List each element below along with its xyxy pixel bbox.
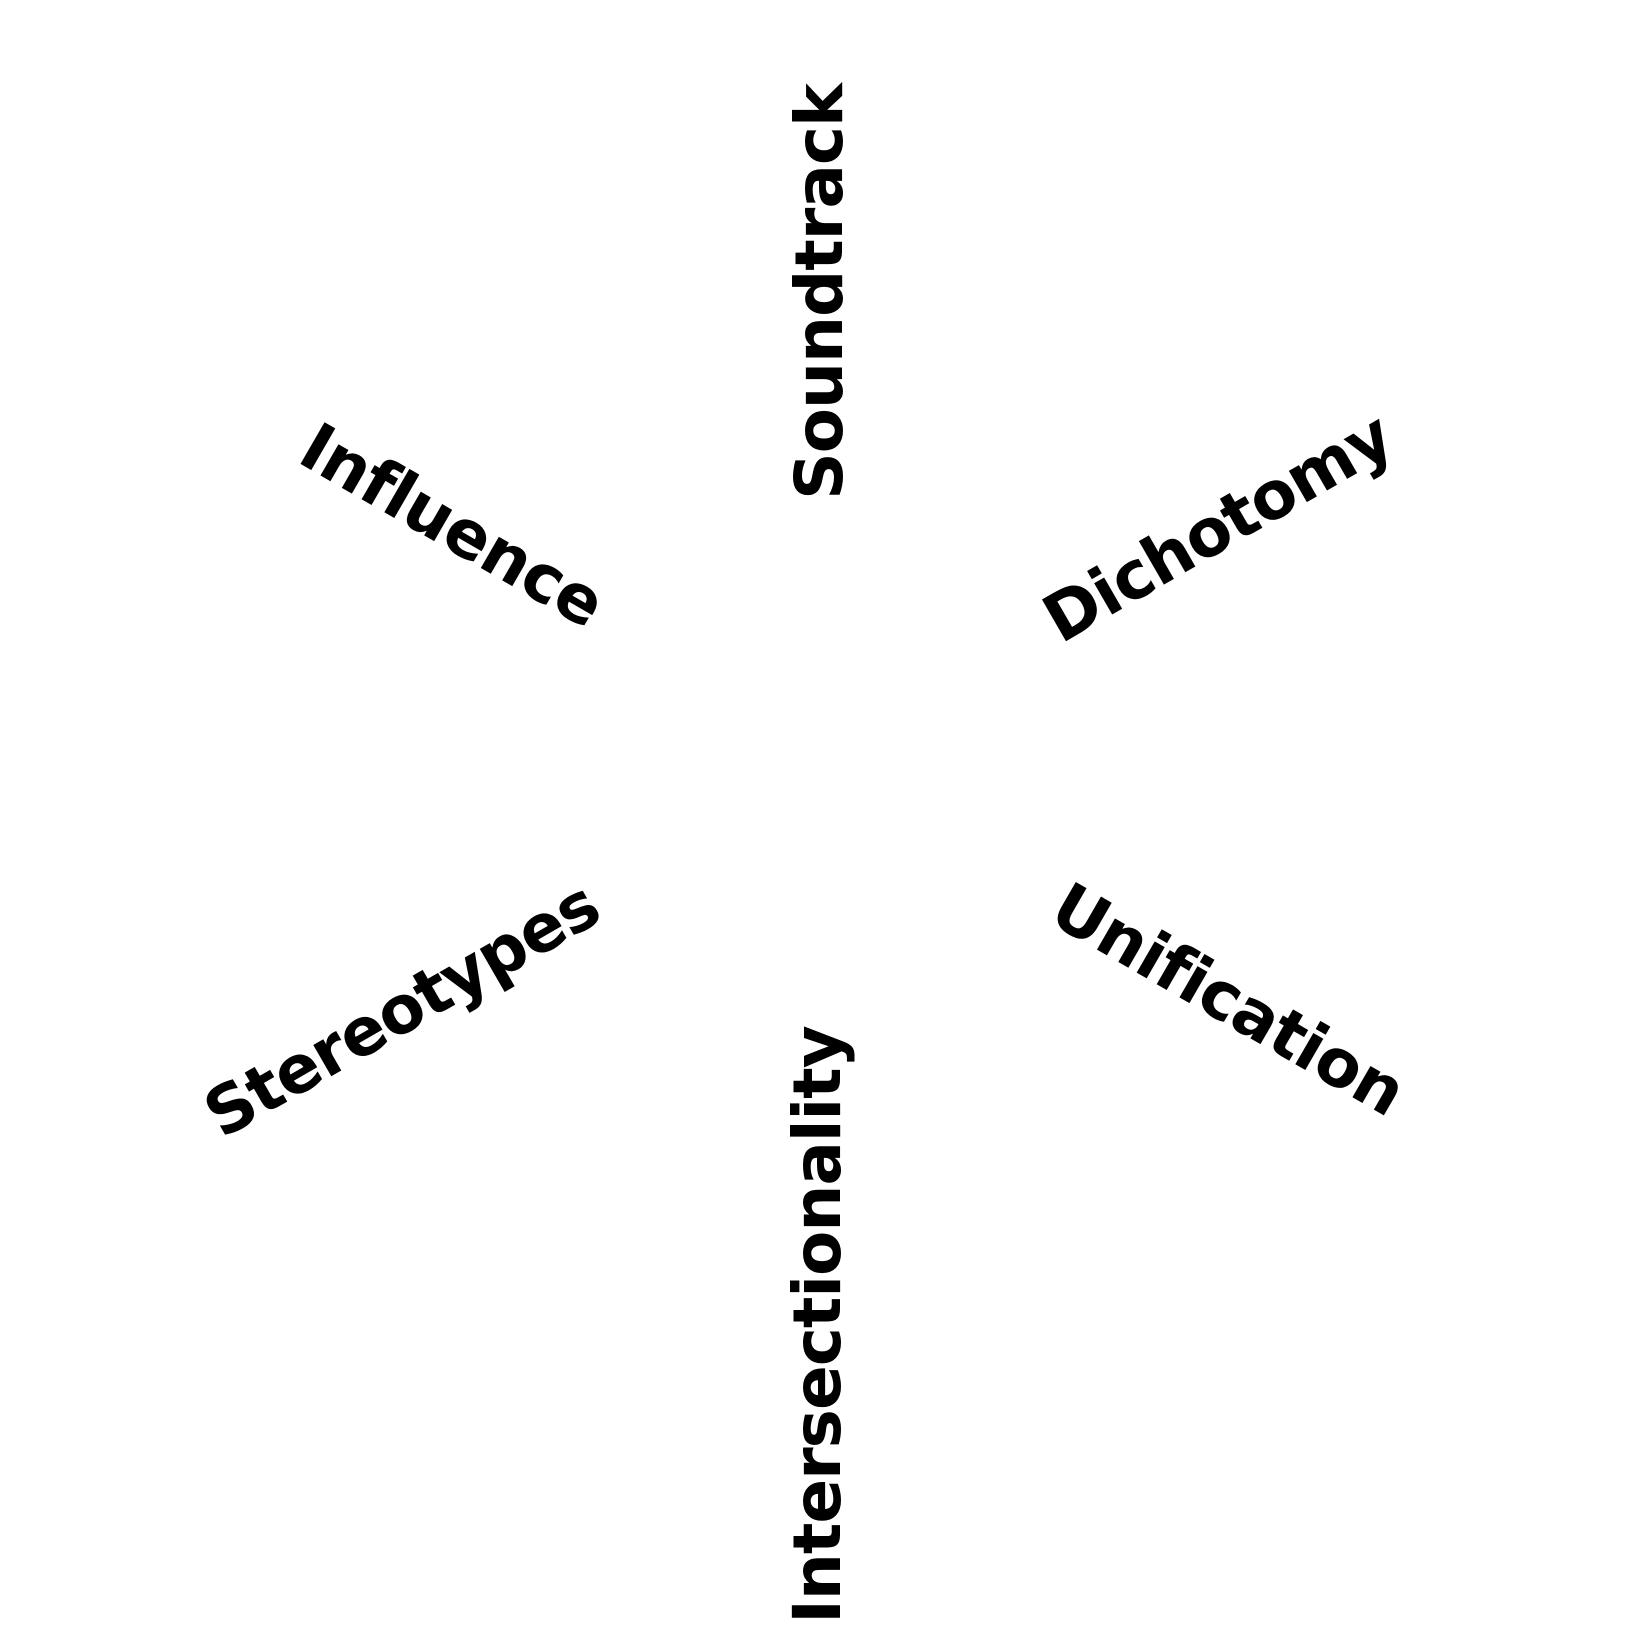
word-intersectionality: Intersectionality xyxy=(779,1026,856,1624)
word-unification: Unification xyxy=(1038,867,1418,1132)
word-stereotypes: Stereotypes xyxy=(191,865,613,1154)
word-influence: Influence xyxy=(287,408,618,644)
word-dichotomy: Dichotomy xyxy=(1030,397,1406,659)
word-soundtrack: Soundtrack xyxy=(781,84,858,500)
